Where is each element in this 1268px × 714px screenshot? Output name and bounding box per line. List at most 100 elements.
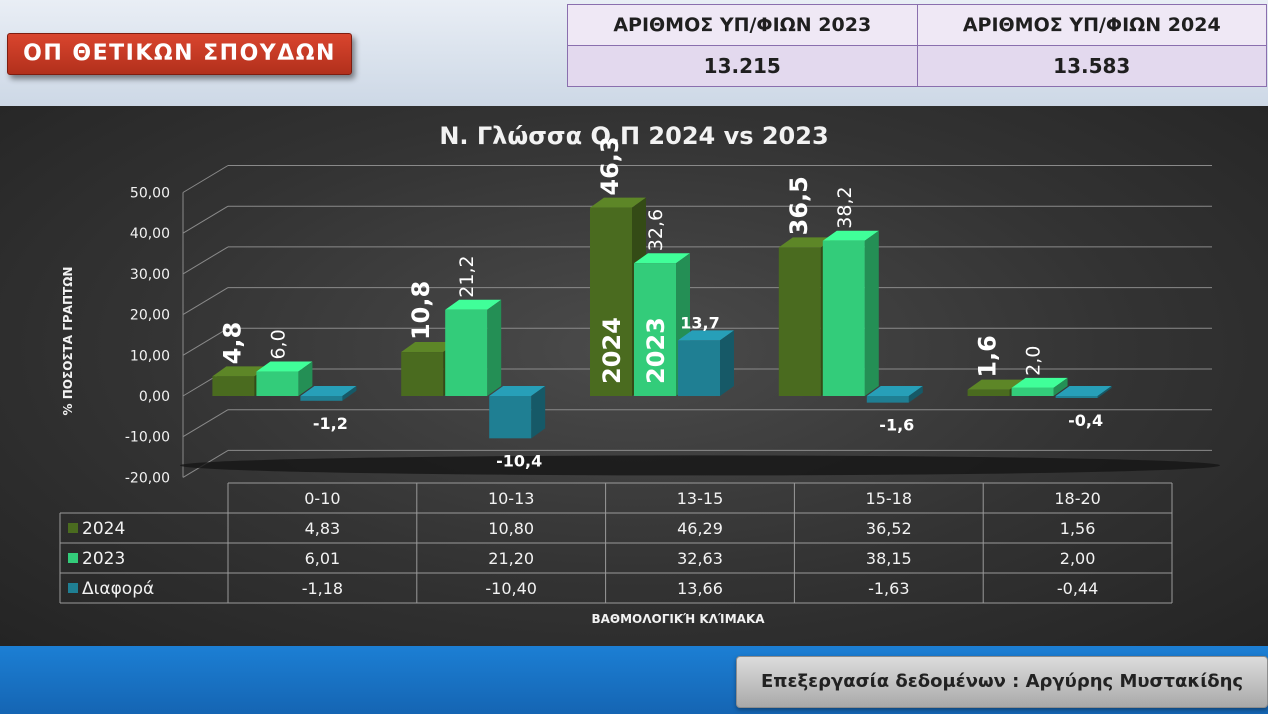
bar-top [1011,377,1068,388]
floor-shadow [180,455,1220,476]
table-cell: 4,83 [305,519,341,538]
bar-top [300,386,357,396]
data-label-2023: 2,0 [1023,346,1045,376]
data-label-2024: 46,3 [596,136,624,195]
bar-side [864,230,879,396]
table-cell: 13,66 [677,579,723,598]
table-cell: -10,40 [485,579,537,598]
data-label-2024: 36,5 [785,176,813,235]
bar-top [212,366,269,377]
y-tick-label: 30,00 [130,267,170,283]
bar-top [445,299,502,310]
table-cell: 2,00 [1060,549,1096,568]
bar-diff [866,386,923,403]
bar-top [401,342,458,353]
side-gridline [182,165,229,193]
table-cell: 10,80 [488,519,534,538]
bar-front [256,371,299,396]
bar-top [634,253,690,264]
in-bar-annotation: 2024 [598,317,626,384]
category-label: 18-20 [1054,489,1101,508]
bar-front [590,207,632,396]
side-gridline [182,287,229,316]
side-gridline [182,327,229,356]
bar-top [256,361,313,372]
stat-value-2023: 13.215 [567,45,918,87]
legend-series-name: 2023 [82,549,125,569]
table-cell: 32,63 [677,549,723,568]
table-cell: 36,52 [866,519,912,538]
candidates-table: ΑΡΙΘΜΟΣ ΥΠ/ΦΙΩΝ 2023 ΑΡΙΘΜΟΣ ΥΠ/ΦΙΩΝ 202… [567,4,1267,87]
chart-title: Ν. Γλώσσα Ο.Π 2024 vs 2023 [439,122,828,150]
category-label: 13-15 [677,489,724,508]
bar-side [908,386,923,403]
credit-box: Επεξεργασία δεδομένων : Αργύρης Μυστακίδ… [736,656,1268,708]
bar-top [1055,386,1112,396]
legend-swatch [68,583,78,593]
bar-side [1053,377,1068,396]
diff-data-label: -0,4 [1068,411,1103,430]
table-cell: -1,63 [868,579,909,598]
bar-2023 [445,299,502,396]
bar-front [1055,396,1098,398]
table-cell: 6,01 [305,549,341,568]
data-label-2024: 10,8 [407,281,435,340]
bar-side [1097,386,1112,398]
y-tick-label: -20,00 [125,470,170,486]
bar-front [445,309,488,396]
side-gridline [182,246,229,275]
legend-series-name: Διαφορά [82,579,154,599]
bar-front [866,396,909,403]
bar-top [778,237,835,248]
side-gridline [182,205,229,234]
y-tick-label: 0,00 [139,389,170,405]
data-label-2023: 21,2 [456,255,478,297]
bar-front [678,340,720,396]
y-tick-label: 40,00 [130,226,170,242]
in-bar-annotation: 2023 [642,317,670,384]
bar-side [298,361,313,396]
bar-front [634,263,676,396]
side-gridline [182,409,229,438]
bar-front [778,247,821,396]
bar-front [212,376,255,396]
bar-front [1011,387,1054,396]
category-label: 10-13 [488,489,535,508]
legend-swatch [68,553,78,563]
bar-front [822,240,865,396]
bar-side [487,299,502,396]
stat-value-2024: 13.583 [916,45,1267,87]
stat-label-2024: ΑΡΙΘΜΟΣ ΥΠ/ΦΙΩΝ 2024 [916,4,1267,46]
bar-diff [300,386,357,401]
bar-side [531,386,546,439]
bar-diff [489,386,546,439]
bar-side [720,330,734,396]
bar-2023 [822,230,879,396]
legend-swatch [68,523,78,533]
diff-data-label: 13,7 [680,313,719,332]
bar-top [489,386,546,396]
bar-2023 [256,361,313,396]
bar-front [489,396,532,439]
category-label: 0-10 [304,489,340,508]
diff-data-label: -1,2 [313,414,348,433]
data-label-2023: 6,0 [267,329,289,359]
bar-front [300,396,343,401]
bar-diff [1055,386,1112,398]
data-label-2024: 1,6 [974,335,1002,378]
program-badge: ΟΠ ΘΕΤΙΚΩΝ ΣΠΟΥΔΩΝ [7,33,352,75]
diff-data-label: -1,6 [879,416,914,435]
chart: Ν. Γλώσσα Ο.Π 2024 vs 2023 50,00 40,00 30,0… [59,122,1220,626]
bar-top [866,386,923,396]
bar-2024 [590,197,646,396]
bar-diff [678,330,734,396]
bar-side [342,386,357,401]
data-label-2023: 38,2 [834,186,856,228]
y-tick-label: 10,00 [130,348,170,364]
stat-label-2023: ΑΡΙΘΜΟΣ ΥΠ/ΦΙΩΝ 2023 [567,4,918,46]
y-tick-label: 20,00 [130,308,170,324]
y-tick-label: 50,00 [130,186,170,202]
x-axis-title: ΒΑΘΜΟΛΟΓΙΚΉ ΚΛΊΜΑΚΑ [591,612,765,626]
table-cell: 38,15 [866,549,912,568]
data-label-2023: 32,6 [645,209,667,251]
